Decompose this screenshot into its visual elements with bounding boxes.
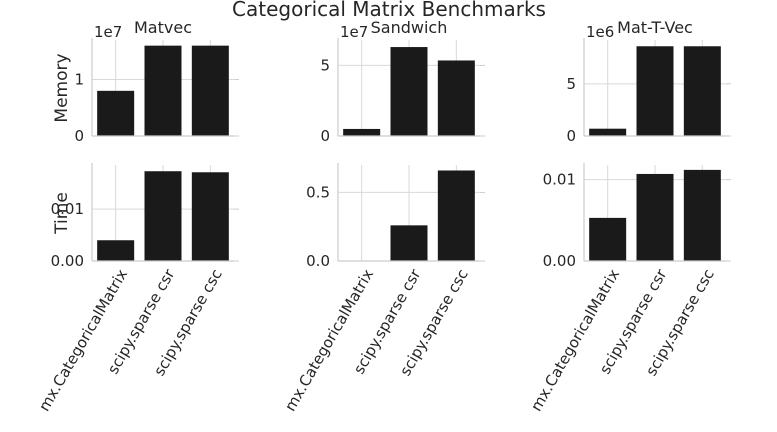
panel-row1-col2: 0.000.01mx.CategoricalMatrixscipy.sparse… xyxy=(527,163,731,414)
panel-row1-col0: 0.000.01Timemx.CategoricalMatrixscipy.sp… xyxy=(35,163,239,414)
bar-scipy-sparse-csr xyxy=(144,171,182,261)
y-tick-label: 0 xyxy=(320,127,330,145)
axis-offset-text: 1e7 xyxy=(340,23,368,41)
bar-scipy-sparse-csr xyxy=(636,46,674,137)
bar-mx-categoricalmatrix xyxy=(97,240,135,261)
bar-scipy-sparse-csc xyxy=(683,169,721,261)
bar-scipy-sparse-csc xyxy=(683,46,721,137)
bar-scipy-sparse-csr xyxy=(390,225,428,261)
y-tick-label: 1 xyxy=(74,71,84,89)
bar-scipy-sparse-csr xyxy=(636,173,674,261)
y-tick-label: 5 xyxy=(566,75,576,93)
bar-scipy-sparse-csc xyxy=(437,170,475,261)
panel-title: Matvec xyxy=(134,18,192,37)
y-tick-label: 0.00 xyxy=(51,252,84,270)
panel-title: Sandwich xyxy=(371,18,448,37)
y-tick-label: 0.01 xyxy=(543,171,576,189)
figure-title: Categorical Matrix Benchmarks xyxy=(232,0,546,21)
y-tick-label: 0 xyxy=(74,127,84,145)
category-label-mx-categoricalmatrix: mx.CategoricalMatrix xyxy=(35,266,131,414)
axis-offset-text: 1e7 xyxy=(94,23,122,41)
bar-mx-categoricalmatrix xyxy=(97,90,135,136)
y-tick-label: 0.5 xyxy=(306,183,330,201)
bar-scipy-sparse-csr xyxy=(144,45,182,136)
category-label-mx-categoricalmatrix: mx.CategoricalMatrix xyxy=(527,266,623,414)
category-label-mx-categoricalmatrix: mx.CategoricalMatrix xyxy=(281,266,377,414)
y-tick-label: 5 xyxy=(320,56,330,74)
bar-scipy-sparse-csc xyxy=(191,45,229,136)
y-axis-label: Memory xyxy=(52,53,72,122)
y-tick-label: 0.01 xyxy=(51,200,84,218)
axis-offset-text: 1e6 xyxy=(586,23,614,41)
panel-grid: 01Matvec1e7Memory05Sandwich1e705Mat-T-Ve… xyxy=(35,18,731,414)
bar-scipy-sparse-csc xyxy=(191,172,229,261)
panel-title: Mat-T-Vec xyxy=(617,18,693,37)
y-axis-label: Time xyxy=(52,192,72,235)
bar-scipy-sparse-csr xyxy=(390,47,428,136)
y-tick-label: 0.0 xyxy=(306,252,330,270)
bar-scipy-sparse-csc xyxy=(437,60,475,136)
bar-mx-categoricalmatrix xyxy=(343,128,381,136)
y-tick-label: 0.00 xyxy=(543,252,576,270)
bar-mx-categoricalmatrix xyxy=(589,128,627,136)
y-tick-label: 0 xyxy=(566,127,576,145)
bar-mx-categoricalmatrix xyxy=(589,217,627,261)
panel-matvec: 0 1 Matvec 1e7 Memory xyxy=(52,18,239,145)
